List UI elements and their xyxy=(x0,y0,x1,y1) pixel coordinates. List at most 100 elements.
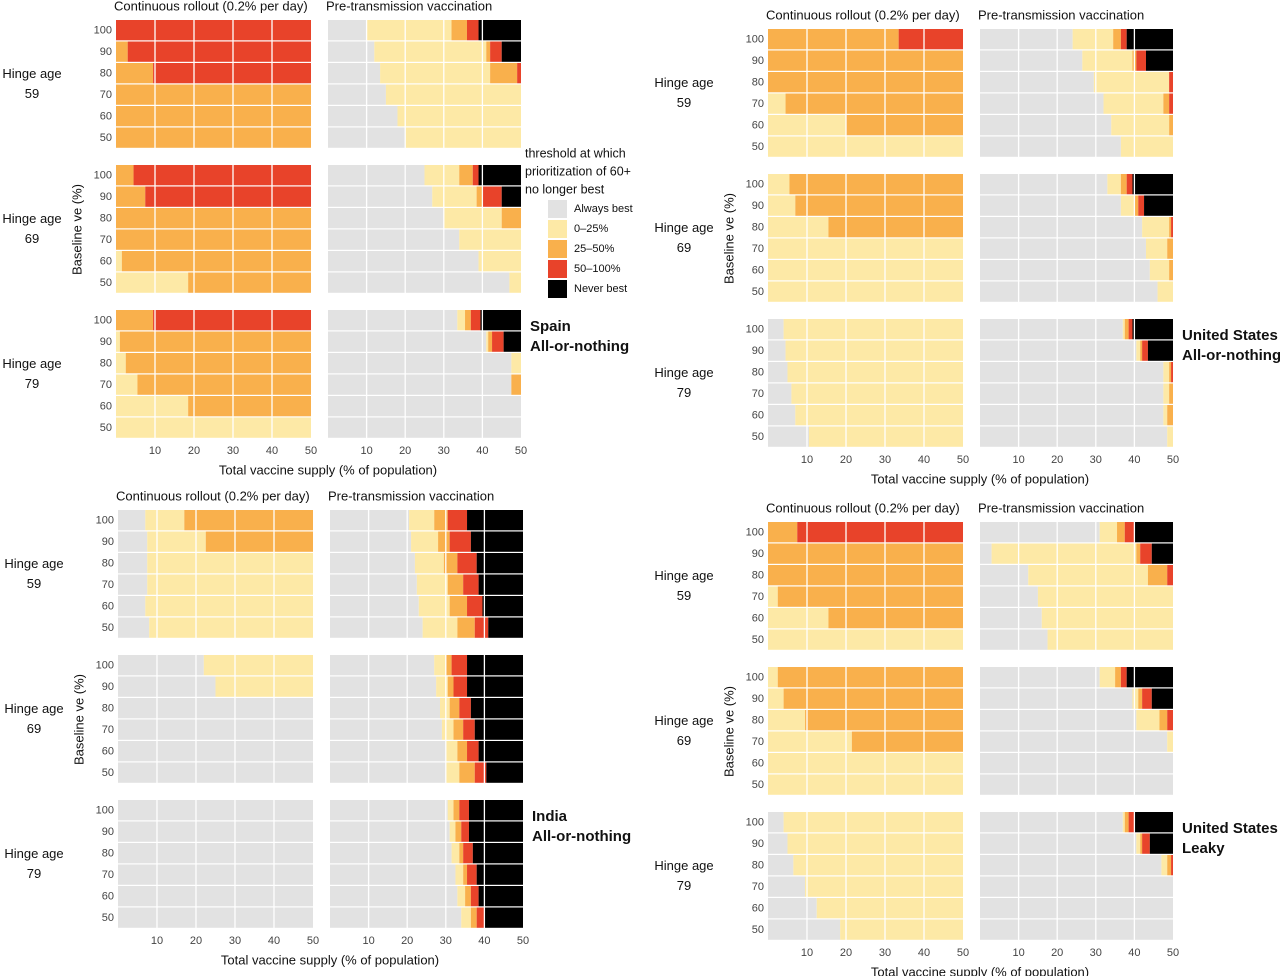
y-tick-label: 100 xyxy=(94,25,112,37)
heat-cell xyxy=(783,812,963,833)
y-axis-label: Baseline ve (%) xyxy=(721,686,736,777)
heat-cell xyxy=(116,20,311,41)
heat-cell xyxy=(805,876,963,897)
heat-cell xyxy=(1082,50,1133,71)
heat-cell xyxy=(330,698,441,719)
heat-cell xyxy=(328,251,479,272)
heat-cell xyxy=(980,93,1104,114)
heat-cell xyxy=(768,812,784,833)
heat-cell xyxy=(768,855,794,876)
heat-cell xyxy=(503,331,521,352)
heat-cell xyxy=(980,362,1164,383)
heat-cell xyxy=(328,374,512,395)
heat-cell xyxy=(328,41,375,62)
heat-cell xyxy=(1147,340,1173,361)
heat-cell xyxy=(478,251,521,272)
heat-cell xyxy=(1140,543,1152,564)
heat-cell xyxy=(445,762,460,783)
heat-cell xyxy=(768,260,963,281)
y-tick-label: 50 xyxy=(100,422,112,434)
heat-cell xyxy=(1138,195,1145,216)
heat-cell xyxy=(467,510,523,531)
heat-cell xyxy=(153,63,311,84)
heat-cell xyxy=(1120,667,1127,688)
y-tick-label: 70 xyxy=(752,243,764,255)
hinge-label: Hinge age xyxy=(654,365,713,380)
heat-cell xyxy=(511,353,521,374)
heat-cell xyxy=(461,821,469,842)
heat-cell xyxy=(768,774,963,795)
heat-cell xyxy=(465,886,471,907)
heat-cell xyxy=(1126,174,1133,195)
heat-cell xyxy=(1132,174,1173,195)
heat-cell xyxy=(1169,93,1173,114)
y-axis-label: Baseline ve (%) xyxy=(71,674,86,765)
legend-swatch xyxy=(548,260,567,278)
heat-cell xyxy=(768,731,852,752)
x-tick-label: 30 xyxy=(440,935,452,947)
heat-cell xyxy=(768,319,784,340)
legend-title: no longer best xyxy=(525,182,605,196)
heat-cell xyxy=(509,272,521,293)
heat-cell xyxy=(478,741,523,762)
y-tick-label: 90 xyxy=(752,693,764,705)
y-tick-label: 60 xyxy=(752,120,764,132)
heat-cell xyxy=(466,20,479,41)
heat-cell xyxy=(795,405,963,426)
y-tick-label: 50 xyxy=(102,767,114,779)
heat-cell xyxy=(980,753,1173,774)
y-tick-label: 50 xyxy=(100,277,112,289)
x-tick-label: 20 xyxy=(399,445,411,457)
x-tick-label: 50 xyxy=(517,935,529,947)
heat-cell xyxy=(1169,362,1172,383)
y-tick-label: 100 xyxy=(96,515,114,527)
hinge-label: 59 xyxy=(25,86,39,101)
heat-cell xyxy=(116,310,154,331)
heat-cell xyxy=(328,106,398,127)
x-tick-label: 20 xyxy=(1051,454,1063,466)
heat-cell xyxy=(828,217,963,238)
y-tick-label: 90 xyxy=(752,55,764,67)
heat-cell xyxy=(484,907,523,928)
heat-cell xyxy=(451,843,460,864)
heat-cell xyxy=(330,864,456,885)
heat-cell xyxy=(118,800,313,821)
y-tick-label: 80 xyxy=(100,68,112,80)
heat-cell xyxy=(476,907,485,928)
heat-cell xyxy=(205,531,313,552)
heat-cell xyxy=(459,229,521,250)
heat-cell xyxy=(328,331,487,352)
y-tick-label: 80 xyxy=(100,358,112,370)
y-tick-label: 100 xyxy=(96,805,114,817)
y-tick-label: 100 xyxy=(746,817,764,829)
x-axis-label: Total vaccine supply (% of population) xyxy=(871,964,1089,976)
heat-cell xyxy=(488,331,493,352)
y-tick-label: 60 xyxy=(100,256,112,268)
x-tick-label: 50 xyxy=(307,935,319,947)
heat-cell xyxy=(1134,522,1173,543)
heat-cell xyxy=(188,396,311,417)
heat-cell xyxy=(118,553,148,574)
heat-cell xyxy=(1171,217,1173,238)
heat-cell xyxy=(1113,29,1121,50)
heat-cell xyxy=(768,174,790,195)
heat-cell xyxy=(118,655,204,676)
heat-cell xyxy=(768,688,784,709)
legend-label: 50–100% xyxy=(574,263,621,275)
heat-cell xyxy=(409,510,435,531)
y-tick-label: 100 xyxy=(746,179,764,191)
heat-cell xyxy=(1140,833,1143,854)
heat-cell xyxy=(482,596,523,617)
heat-cell xyxy=(1028,565,1148,586)
legend-label: 0–25% xyxy=(574,223,608,235)
heat-cell xyxy=(451,655,468,676)
y-tick-label: 100 xyxy=(94,170,112,182)
heat-cell xyxy=(1122,319,1125,340)
heat-cell xyxy=(1140,340,1143,361)
heat-cell xyxy=(443,208,502,229)
x-tick-label: 40 xyxy=(1128,454,1140,466)
heat-cell xyxy=(768,136,963,157)
y-tick-label: 90 xyxy=(102,536,114,548)
heat-cell xyxy=(1149,833,1173,854)
heat-cell xyxy=(777,586,963,607)
